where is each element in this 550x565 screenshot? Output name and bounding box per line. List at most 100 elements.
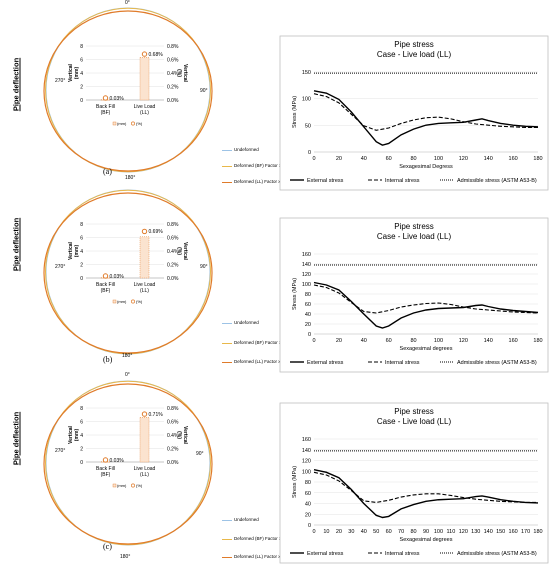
caption: (a) — [103, 167, 112, 176]
y-tick-label: 160 — [302, 437, 311, 443]
y-tick-label-right: 0.0% — [167, 98, 179, 104]
y-axis-label-word: Vertical — [68, 241, 74, 259]
chart-title: Pipe stress — [394, 40, 434, 49]
x-tick-label: 120 — [459, 529, 468, 535]
side-title: Pipe deflection — [11, 411, 21, 466]
deg-left: 270° — [55, 448, 66, 454]
y-tick-label-left: 0 — [80, 460, 83, 466]
y-tick-label: 60 — [305, 491, 311, 497]
x-tick-label: 20 — [336, 338, 342, 344]
marker-percent — [141, 411, 148, 417]
x-tick-label: 80 — [410, 156, 416, 162]
y-axis-label-word: Vertical — [182, 426, 188, 444]
legend-swatch-percent — [131, 121, 135, 126]
category-label-abbr: (LL) — [140, 110, 149, 116]
y-tick-label: 0 — [308, 150, 311, 156]
y-axis-label-word: (mm) — [74, 429, 80, 442]
y-tick-label-right: 0.6% — [167, 419, 179, 425]
data-label: 0.69% — [149, 229, 164, 235]
x-tick-label: 100 — [434, 338, 443, 344]
x-tick-label: 40 — [361, 156, 367, 162]
data-label: 0.68% — [149, 52, 164, 58]
y-tick-label-left: 4 — [80, 71, 83, 77]
y-tick-label-left: 6 — [80, 235, 83, 241]
y-tick-label: 20 — [305, 322, 311, 328]
y-axis-label-word: Vertical — [68, 63, 74, 81]
x-tick-label: 140 — [484, 156, 493, 162]
y-axis-label-word: (%) — [176, 69, 182, 77]
legend-label-mm: (mm) — [117, 483, 127, 488]
x-tick-label: 20 — [336, 529, 342, 535]
x-tick-label: 160 — [509, 338, 518, 344]
category-label: Back Fill — [96, 282, 115, 288]
y-tick-label-left: 0 — [80, 276, 83, 282]
y-tick-label-right: 0.0% — [167, 276, 179, 282]
x-tick-label: 180 — [533, 529, 542, 535]
legend-bf-swatch — [222, 166, 232, 167]
legend-label: Admissible stress (ASTM A53-B) — [457, 360, 537, 366]
legend-label-mm: (mm) — [117, 121, 127, 126]
x-tick-label: 60 — [386, 338, 392, 344]
category-label: Live Load — [134, 104, 156, 110]
legend-bf: Deformed (BF) Factor x5 — [234, 340, 284, 345]
data-label: 0.03% — [110, 274, 125, 280]
legend-swatch-mm — [112, 121, 117, 126]
y-tick-label-left: 2 — [80, 446, 83, 452]
category-label: Live Load — [134, 466, 156, 472]
x-tick-label: 80 — [410, 529, 416, 535]
y-tick-label: 100 — [302, 282, 311, 288]
y-tick-label: 40 — [305, 312, 311, 318]
x-tick-label: 160 — [509, 529, 518, 535]
y-axis-label: Stress (MPa) — [292, 96, 298, 128]
legend-undeformed: Undeformed — [234, 320, 259, 325]
y-tick-label: 20 — [305, 512, 311, 518]
legend-swatch-mm — [112, 299, 117, 304]
x-tick-label: 0 — [312, 156, 315, 162]
legend-swatch-mm — [112, 483, 117, 488]
y-tick-label-left: 8 — [80, 222, 83, 228]
bar-mm — [139, 236, 150, 279]
y-tick-label-right: 0.8% — [167, 406, 179, 412]
data-label: 0.71% — [149, 412, 164, 418]
category-label-abbr: (BF) — [101, 472, 111, 478]
y-axis-label-right: Vertical(%) — [176, 64, 188, 82]
y-tick-label: 120 — [302, 272, 311, 278]
legend-swatch-percent — [131, 299, 135, 304]
y-tick-label-right: 0.4% — [167, 71, 179, 77]
side-title: Pipe deflection — [11, 57, 21, 112]
chart-subtitle: Case - Live load (LL) — [377, 232, 452, 241]
category-label-abbr: (BF) — [101, 110, 111, 116]
category-label-abbr: (LL) — [140, 288, 149, 294]
y-axis-label-word: Vertical — [68, 425, 74, 443]
y-tick-label: 100 — [302, 469, 311, 475]
ring-ll — [43, 10, 213, 172]
y-axis-label-word: Vertical — [182, 242, 188, 260]
y-tick-label: 140 — [302, 448, 311, 454]
deflection-rings — [43, 380, 213, 546]
y-tick-label: 0 — [308, 332, 311, 338]
y-tick-label-left: 6 — [80, 419, 83, 425]
x-tick-label: 0 — [312, 338, 315, 344]
y-tick-label: 80 — [305, 480, 311, 486]
y-axis-label-word: (%) — [176, 247, 182, 255]
x-tick-label: 180 — [533, 156, 542, 162]
x-tick-label: 60 — [386, 156, 392, 162]
x-tick-label: 50 — [373, 529, 379, 535]
y-tick-label: 140 — [302, 262, 311, 268]
marker-percent — [141, 51, 148, 57]
x-tick-label: 140 — [484, 529, 493, 535]
legend-label-percent: (%) — [136, 483, 143, 488]
y-tick-label-left: 8 — [80, 406, 83, 412]
panel-a: Pipe deflection 0° 90° 270° 180° 0 2 4 6 8 0.… — [0, 0, 550, 191]
legend-undeformed-swatch — [222, 150, 232, 151]
x-tick-label: 30 — [348, 529, 354, 535]
legend-bf-swatch — [222, 539, 232, 540]
y-axis-label-right: Vertical(%) — [176, 242, 188, 260]
y-tick-label: 100 — [302, 97, 311, 103]
y-axis-label-left: Vertical(mm) — [68, 425, 80, 443]
ring-ll — [43, 192, 213, 354]
category-label: Back Fill — [96, 104, 115, 110]
